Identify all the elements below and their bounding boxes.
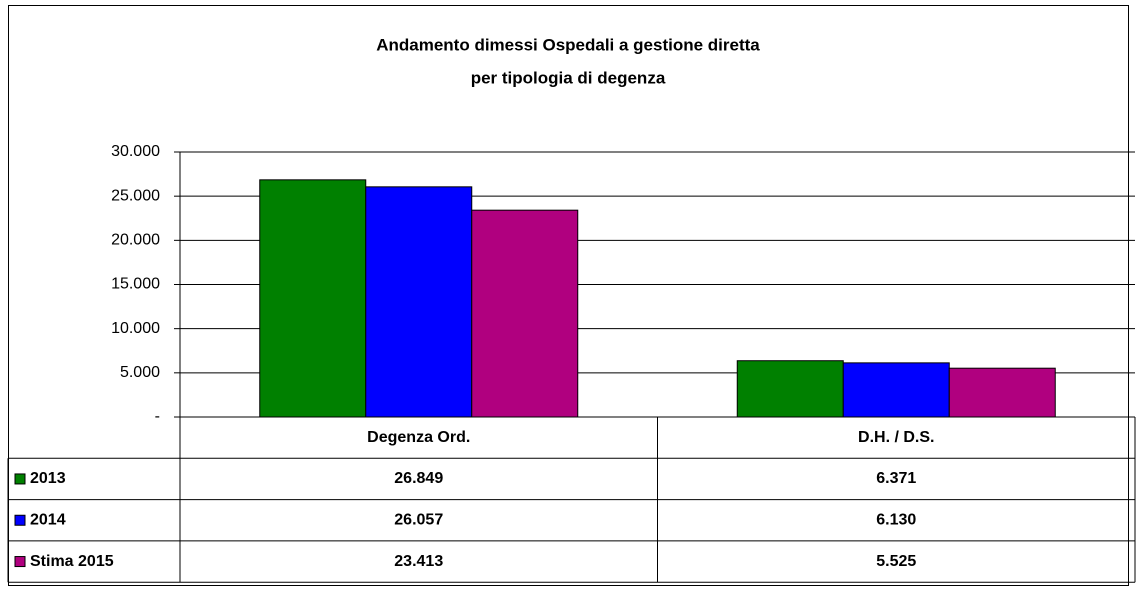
data-label: 26.849 [394,470,443,487]
data-label: 26.057 [394,511,443,528]
y-tick-label: 5.000 [120,364,160,381]
bar [736,360,844,418]
bar [948,367,1056,418]
legend-label: 2013 [30,470,66,487]
legend-label: 2014 [30,511,66,528]
y-tick-label: 25.000 [111,187,160,204]
legend-swatch [14,514,26,526]
data-label: 6.371 [876,470,916,487]
data-label: 23.413 [394,553,443,570]
legend-label: Stima 2015 [30,553,114,570]
data-label: 6.130 [876,511,916,528]
y-tick-label: 20.000 [111,232,160,249]
data-label: 5.525 [876,553,916,570]
y-tick-label: - [155,408,160,425]
y-tick-label: 15.000 [111,276,160,293]
chart-title: per tipologia di degenza [471,68,666,87]
bar [259,179,367,418]
y-tick-label: 30.000 [111,143,160,160]
legend-swatch [14,556,26,568]
bar [365,186,473,418]
legend-swatch [14,473,26,485]
x-tick-label: D.H. / D.S. [858,429,934,446]
bar [471,209,579,418]
chart-title: Andamento dimessi Ospedali a gestione di… [376,35,760,54]
x-tick-label: Degenza Ord. [367,429,470,446]
bar [842,362,950,418]
y-tick-label: 10.000 [111,320,160,337]
